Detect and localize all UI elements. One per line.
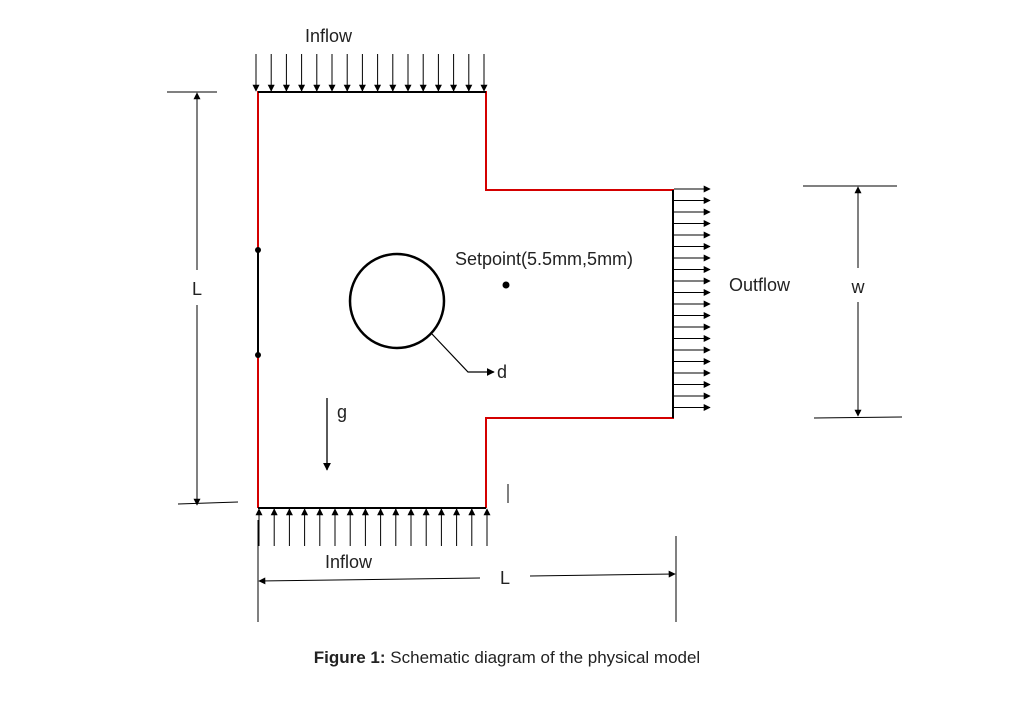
domain-wall-red <box>257 91 674 508</box>
domain-boundary <box>255 91 674 509</box>
setpoint-label: Setpoint(5.5mm,5mm) <box>455 249 633 269</box>
caption-prefix: Figure 1: <box>313 648 386 667</box>
left-wall-marker-upper <box>255 247 261 253</box>
inflow-top-label: Inflow <box>305 26 353 46</box>
dim-bottom-arrow-left <box>258 577 481 585</box>
caption-text: Schematic diagram of the physical model <box>385 648 701 667</box>
outflow-label: Outflow <box>729 275 791 295</box>
dim-left-bottom-extension <box>177 501 239 505</box>
gravity-label: g <box>337 402 347 422</box>
top-inflow-arrows <box>252 54 488 92</box>
diameter-leader <box>431 333 495 376</box>
dim-bottom-arrow-right <box>529 570 676 578</box>
length-left-label: L <box>192 279 202 299</box>
setpoint-marker <box>502 281 510 289</box>
length-bottom-label: L <box>500 568 510 588</box>
cylinder <box>348 252 446 350</box>
diameter-label: d <box>497 362 507 382</box>
inflow-bottom-label: Inflow <box>325 552 373 572</box>
dim-right-bottom-extension <box>813 416 903 419</box>
left-wall-marker-lower <box>255 352 261 358</box>
bottom-inflow-arrows <box>255 508 491 546</box>
outflow-arrows <box>674 185 711 411</box>
figure-caption: Figure 1: Schematic diagram of the physi… <box>0 648 1014 668</box>
width-label: w <box>851 277 866 297</box>
